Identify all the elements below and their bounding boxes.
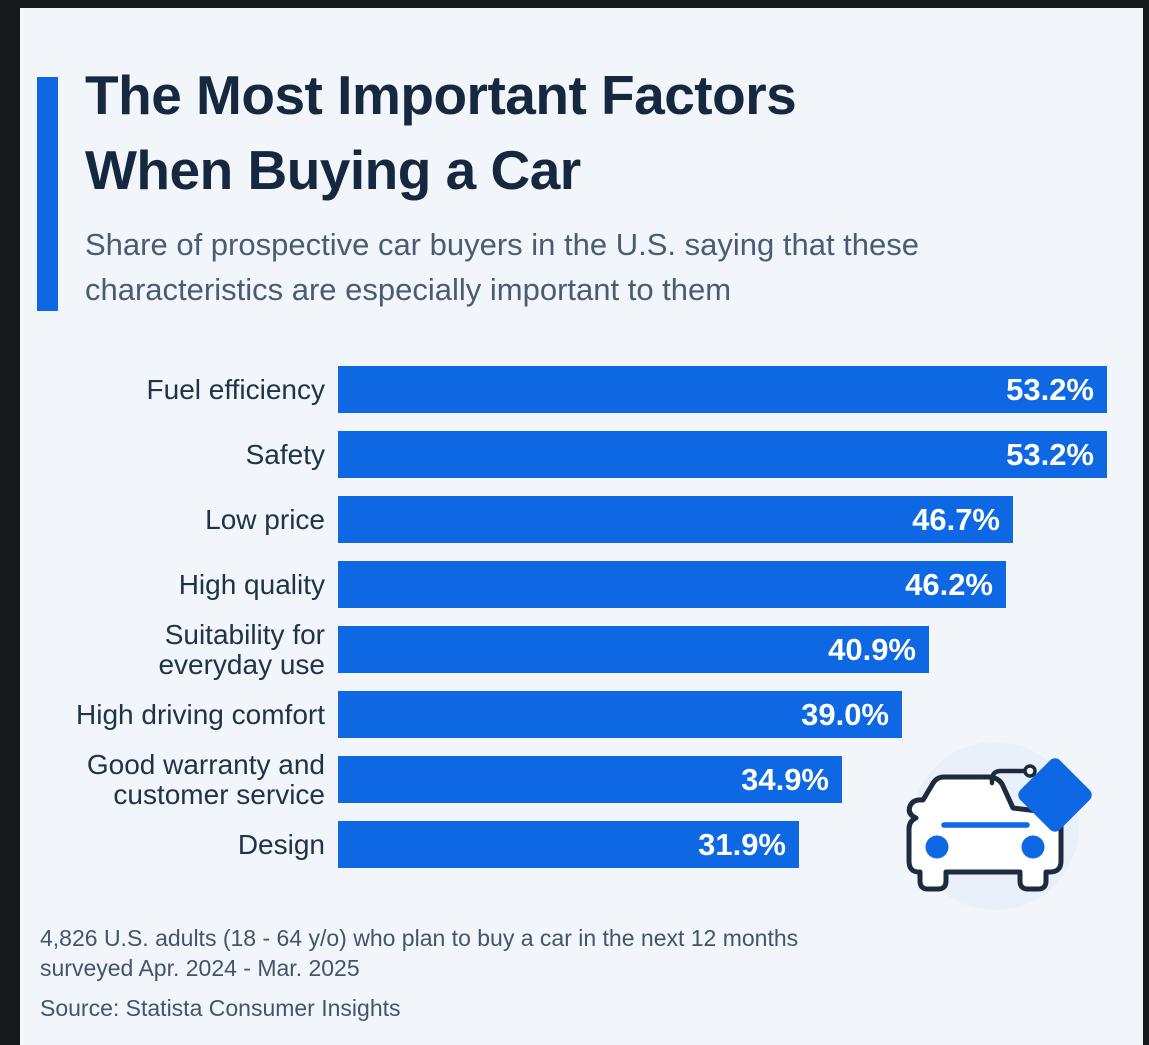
bar-value-label: 46.2% [905, 566, 993, 602]
bar-row: Safety 53.2% [20, 431, 1143, 478]
page-subtitle: Share of prospective car buyers in the U… [85, 227, 920, 307]
bar-value-label: 39.0% [801, 696, 889, 732]
bar: 53.2% [338, 431, 1107, 478]
bar-row: Good warranty and customer service 34.9% [20, 749, 1143, 809]
bar: 46.7% [338, 496, 1013, 543]
bar-row: High quality 46.2% [20, 561, 1143, 608]
category-label: Low price [205, 503, 325, 535]
bar-value-label: 46.7% [912, 501, 1000, 537]
bar: 46.2% [338, 561, 1006, 608]
bar-row: Low price 46.7% [20, 496, 1143, 543]
category-label: Suitability for everyday use [158, 618, 325, 680]
bar-chart: Fuel efficiency 53.2% Safety 53.2% Low price… [20, 366, 1143, 886]
price-tag-string [989, 768, 1033, 786]
infographic-canvas: The Most Important Factors When Buying a… [20, 8, 1143, 1045]
category-label: Design [237, 828, 325, 860]
bar-row: Design 31.9% [20, 821, 1143, 868]
bar-row: Suitability for everyday use 40.9% [20, 619, 1143, 679]
category-label: Safety [245, 438, 325, 470]
bar: 53.2% [338, 366, 1107, 413]
car-left-headlight [925, 835, 949, 859]
bar: 40.9% [338, 626, 929, 673]
bar-row: Fuel efficiency 53.2% [20, 366, 1143, 413]
category-label: Good warranty and customer service [86, 748, 325, 810]
bar-value-label: 40.9% [828, 631, 916, 667]
category-label: High quality [178, 568, 325, 600]
price-tag-hole [1023, 764, 1037, 778]
bar: 39.0% [338, 691, 902, 738]
bar-value-label: 53.2% [1006, 371, 1094, 407]
price-tag-shape [1018, 758, 1092, 832]
survey-note: 4,826 U.S. adults (18 - 64 y/o) who plan… [40, 925, 799, 981]
source-line: Source: Statista Consumer Insights [40, 995, 401, 1021]
car-right-headlight [1021, 835, 1045, 859]
page-title: The Most Important Factors When Buying a… [85, 64, 797, 201]
bar-value-label: 34.9% [741, 761, 829, 797]
car-with-price-tag-icon [880, 725, 1120, 925]
title-accent-bar [37, 77, 58, 311]
category-label: Fuel efficiency [146, 373, 325, 405]
bar-value-label: 31.9% [698, 826, 786, 862]
bar: 34.9% [338, 756, 842, 803]
bar-row: High driving comfort 39.0% [20, 691, 1143, 738]
bar-value-label: 53.2% [1006, 436, 1094, 472]
bar: 31.9% [338, 821, 799, 868]
category-label: High driving comfort [76, 698, 325, 730]
